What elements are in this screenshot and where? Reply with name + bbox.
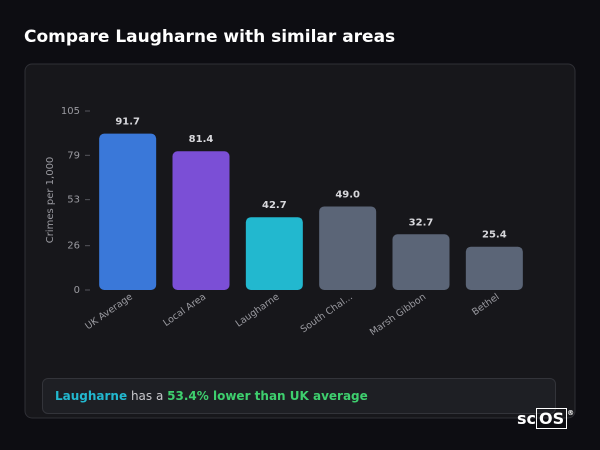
value-label: 91.7: [115, 117, 140, 128]
bar: [245, 217, 303, 290]
y-tick-label: 79: [67, 150, 80, 161]
brand-logo: sc OS ®: [517, 408, 575, 429]
value-label: 32.7: [409, 217, 434, 228]
bar: [319, 206, 377, 290]
bar: [172, 151, 230, 290]
brand-mark: ®: [567, 409, 575, 417]
y-axis-label: Crimes per 1,000: [45, 157, 56, 244]
y-tick-label: 105: [61, 106, 80, 117]
page-title: Compare Laugharne with similar areas: [24, 27, 395, 47]
summary: Laugharne has a 53.4% lower than UK aver…: [42, 378, 556, 414]
value-label: 49.0: [335, 189, 360, 200]
summary-comparison: 53.4% lower than UK average: [167, 389, 368, 403]
bar: [465, 246, 523, 290]
value-label: 25.4: [482, 230, 507, 241]
value-label: 81.4: [189, 134, 214, 145]
brand-boxed: OS: [536, 408, 568, 429]
brand-prefix: sc: [517, 409, 537, 428]
y-tick-label: 0: [74, 285, 80, 296]
bar: [99, 133, 157, 290]
bar: [392, 234, 450, 290]
summary-area: Laugharne: [55, 389, 128, 403]
value-label: 42.7: [262, 200, 287, 211]
summary-text: has a: [130, 389, 164, 403]
y-tick-label: 26: [67, 241, 80, 252]
y-tick-label: 53: [67, 195, 80, 206]
